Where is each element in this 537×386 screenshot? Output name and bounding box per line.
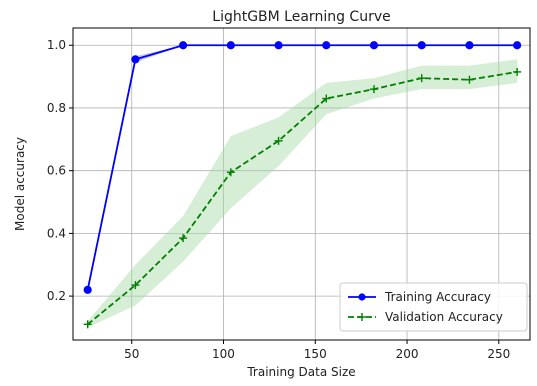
point-series-2 <box>131 281 140 290</box>
legend-marker-series-1 <box>358 293 366 301</box>
point-series-1 <box>83 285 92 294</box>
legend: Training Accuracy Validation Accuracy <box>339 282 528 332</box>
x-tick-label: 50 <box>124 347 139 361</box>
point-series-1 <box>369 41 379 50</box>
point-series-1 <box>274 41 283 50</box>
series-lines <box>86 44 518 326</box>
series-markers <box>83 41 522 329</box>
point-series-2 <box>83 320 92 329</box>
legend-box <box>339 282 528 332</box>
point-series-2 <box>226 168 235 177</box>
chart-title: LightGBM Learning Curve <box>212 9 390 25</box>
point-series-2 <box>513 67 522 76</box>
y-axis-label: Model accuracy <box>13 137 27 231</box>
point-series-2 <box>274 136 283 145</box>
x-axis-label: Training Data Size <box>246 365 355 379</box>
y-tick-label: 0.8 <box>47 101 66 115</box>
point-series-1 <box>131 55 140 64</box>
line-series-2 <box>87 71 518 326</box>
point-series-1 <box>179 41 188 50</box>
point-series-2 <box>179 234 188 243</box>
point-series-2 <box>417 74 426 83</box>
band-series-2 <box>87 59 518 328</box>
line-series-1 <box>86 44 518 291</box>
point-series-1 <box>513 41 522 50</box>
point-series-2 <box>369 85 378 94</box>
x-tick-label: 250 <box>487 347 510 361</box>
y-tick-label: 0.4 <box>47 226 66 240</box>
x-tick-label: 200 <box>396 347 419 361</box>
confidence-bands <box>87 45 518 328</box>
axis-ticks: 50 100 150 200 250 0.2 0.4 0.6 0.8 1.0 <box>47 38 510 361</box>
y-tick-label: 0.6 <box>47 164 66 178</box>
point-series-2 <box>465 75 474 84</box>
point-series-2 <box>322 94 331 103</box>
y-tick-label: 0.2 <box>47 289 66 303</box>
point-series-1 <box>226 41 235 50</box>
legend-label-series-1: Training Accuracy <box>384 290 491 304</box>
legend-label-series-2: Validation Accuracy <box>385 310 503 324</box>
plot-area-frame <box>72 27 531 341</box>
point-series-1 <box>322 41 331 50</box>
x-tick-label: 150 <box>304 347 327 361</box>
x-tick-label: 100 <box>212 347 235 361</box>
y-tick-label: 1.0 <box>47 38 66 52</box>
point-series-1 <box>417 41 426 50</box>
point-series-1 <box>465 41 474 50</box>
